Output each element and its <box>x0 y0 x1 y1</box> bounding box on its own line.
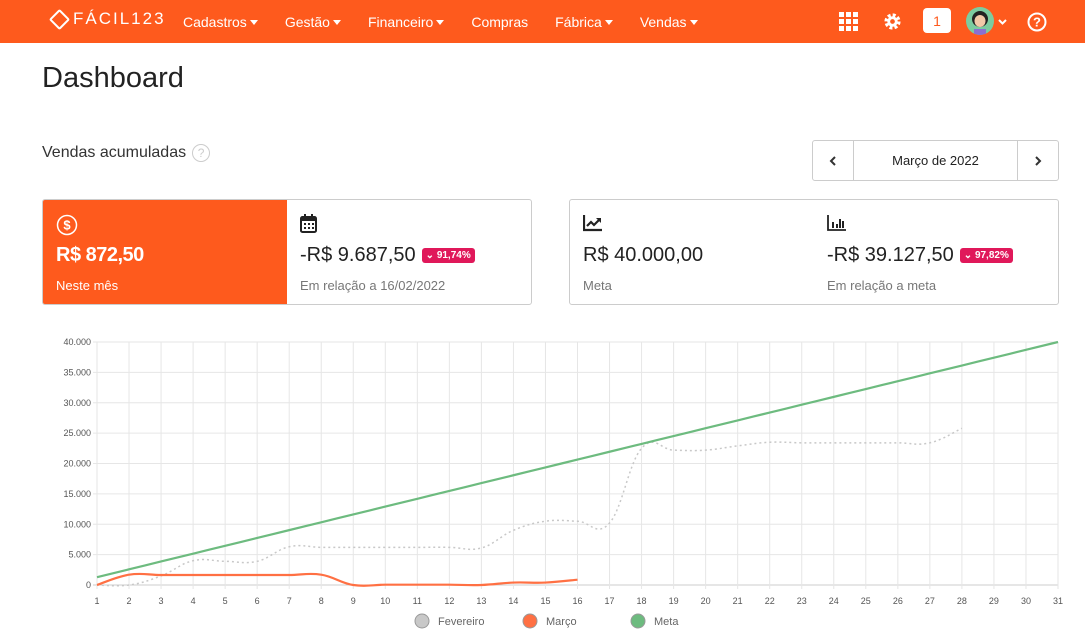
menu-vendas[interactable]: Vendas <box>640 14 698 30</box>
section-title: Vendas acumuladas? <box>42 144 211 162</box>
x-tick-label: 13 <box>476 596 486 606</box>
goal-value: R$ 40.000,00 <box>583 244 704 266</box>
x-tick-label: 25 <box>861 596 871 606</box>
chevron-down-icon[interactable] <box>998 0 1007 43</box>
y-tick-label: 15.000 <box>63 489 91 499</box>
legend-label: Meta <box>654 616 679 628</box>
menu-gestao[interactable]: Gestão <box>285 14 341 30</box>
top-navbar: FÁCIL123 Cadastros Gestão Financeiro Com… <box>0 0 1085 43</box>
x-tick-label: 27 <box>925 596 935 606</box>
legend-label: Fevereiro <box>438 616 484 628</box>
current-month: Março de 2022 <box>853 141 1018 180</box>
x-tick-label: 29 <box>989 596 999 606</box>
legend-label: Março <box>546 616 577 628</box>
x-tick-label: 2 <box>127 596 132 606</box>
x-tick-label: 8 <box>319 596 324 606</box>
series-line-fevereiro <box>96 427 963 587</box>
previous-diff-value: -R$ 9.687,50 <box>300 244 416 266</box>
help-circle-icon[interactable]: ? <box>192 144 211 162</box>
x-tick-label: 5 <box>223 596 228 606</box>
y-tick-label: 0 <box>86 580 91 590</box>
menu-fabrica[interactable]: Fábrica <box>555 14 613 30</box>
goal-card: R$ 40.000,00 Meta -R$ 39.127,50 ⌄ 97,82% … <box>569 199 1059 305</box>
x-tick-label: 19 <box>669 596 679 606</box>
menu-compras[interactable]: Compras <box>471 13 529 30</box>
sales-card: $ R$ 872,50 Neste mês -R$ 9.687,50 ⌄ 91,7… <box>42 199 532 305</box>
y-tick-label: 20.000 <box>63 459 91 469</box>
x-tick-label: 3 <box>159 596 164 606</box>
main-menu: Cadastros Gestão Financeiro Compras Fábr… <box>183 0 725 43</box>
svg-text:?: ? <box>1033 14 1041 29</box>
goal-diff-label: Em relação a meta <box>827 278 937 293</box>
month-selector: Março de 2022 <box>812 140 1059 181</box>
x-tick-label: 16 <box>572 596 582 606</box>
y-tick-label: 30.000 <box>63 398 91 408</box>
brand-logo[interactable]: FÁCIL123 <box>48 8 166 30</box>
x-tick-label: 31 <box>1053 596 1063 606</box>
legend-marker <box>414 613 430 629</box>
x-tick-label: 26 <box>893 596 903 606</box>
dollar-icon: $ <box>56 214 274 236</box>
x-tick-label: 21 <box>733 596 743 606</box>
x-tick-label: 6 <box>255 596 260 606</box>
y-tick-label: 25.000 <box>63 428 91 438</box>
goal-label: Meta <box>583 278 612 293</box>
help-icon[interactable]: ? <box>1027 0 1047 43</box>
x-tick-label: 10 <box>380 596 390 606</box>
x-tick-label: 7 <box>287 596 292 606</box>
y-tick-label: 5.000 <box>68 550 91 560</box>
x-tick-label: 18 <box>637 596 647 606</box>
gear-icon[interactable] <box>883 0 902 43</box>
page-title: Dashboard <box>42 62 184 94</box>
goal-diff-value: -R$ 39.127,50 <box>827 244 954 266</box>
avatar[interactable] <box>966 7 994 35</box>
x-tick-label: 12 <box>444 596 454 606</box>
series-line-meta <box>96 340 1059 579</box>
bar-chart-icon <box>827 214 1045 236</box>
brand-name: FÁCIL123 <box>73 9 166 28</box>
legend-marker <box>630 613 646 629</box>
x-tick-label: 23 <box>797 596 807 606</box>
svg-text:$: $ <box>63 218 71 233</box>
goal-diff-badge: ⌄ 97,82% <box>959 248 1013 263</box>
x-tick-label: 15 <box>540 596 550 606</box>
goal-cell: R$ 40.000,00 Meta <box>570 200 814 304</box>
badge-text: 97,82% <box>974 250 1009 261</box>
series-line-março <box>96 572 578 587</box>
month-total-label: Neste mês <box>56 278 119 293</box>
apps-grid-icon[interactable] <box>839 0 858 43</box>
month-total-cell: $ R$ 872,50 Neste mês <box>43 200 287 304</box>
badge-text: 91,74% <box>436 250 471 261</box>
x-tick-label: 22 <box>765 596 775 606</box>
previous-comparison-cell: -R$ 9.687,50 ⌄ 91,74% Em relação a 16/02/… <box>287 200 531 304</box>
x-tick-label: 24 <box>829 596 839 606</box>
logo-diamond-icon <box>48 8 71 30</box>
y-tick-label: 40.000 <box>63 337 91 347</box>
trend-icon <box>582 214 801 236</box>
notifications-badge[interactable]: 1 <box>923 8 951 33</box>
x-tick-label: 1 <box>94 596 99 606</box>
x-tick-label: 28 <box>957 596 967 606</box>
x-tick-label: 9 <box>351 596 356 606</box>
x-tick-label: 11 <box>413 596 422 606</box>
y-tick-label: 10.000 <box>63 519 91 529</box>
x-tick-label: 17 <box>605 596 615 606</box>
previous-month-button[interactable] <box>813 141 853 180</box>
menu-cadastros[interactable]: Cadastros <box>183 14 258 30</box>
previous-diff-label: Em relação a 16/02/2022 <box>300 278 446 293</box>
calendar-icon <box>300 214 518 236</box>
next-month-button[interactable] <box>1018 141 1058 180</box>
goal-comparison-cell: -R$ 39.127,50 ⌄ 97,82% Em relação a meta <box>814 200 1058 304</box>
x-tick-label: 14 <box>508 596 518 606</box>
previous-diff-badge: ⌄ 91,74% <box>421 248 475 263</box>
menu-financeiro[interactable]: Financeiro <box>368 14 445 30</box>
month-total-value: R$ 872,50 <box>56 244 144 266</box>
x-tick-label: 4 <box>191 596 196 606</box>
x-tick-label: 30 <box>1021 596 1031 606</box>
legend-marker <box>522 613 538 629</box>
section-label: Vendas acumuladas <box>42 144 187 161</box>
y-tick-label: 35.000 <box>63 367 91 377</box>
x-tick-label: 20 <box>701 596 711 606</box>
